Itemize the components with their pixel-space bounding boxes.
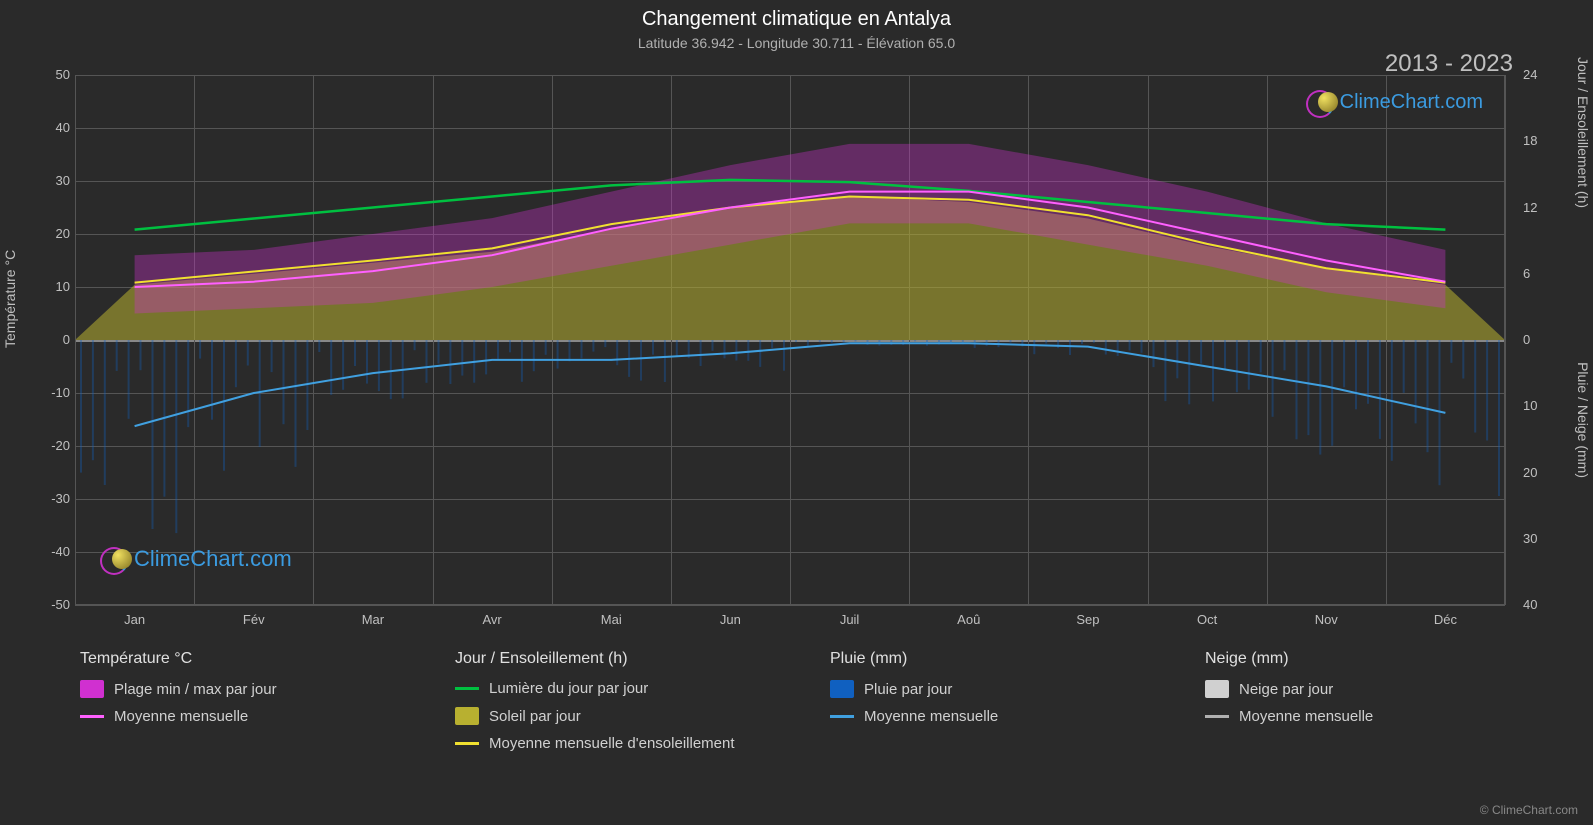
- legend-item-rain-daily: Pluie par jour: [830, 680, 1145, 698]
- legend-item-snow-daily: Neige par jour: [1205, 680, 1520, 698]
- swatch-snow-mean: [1205, 715, 1229, 718]
- legend-label: Moyenne mensuelle: [864, 708, 998, 725]
- legend-col-snow: Neige (mm) Neige par jour Moyenne mensue…: [1205, 650, 1520, 762]
- year-range-label: 2013 - 2023: [1385, 50, 1513, 78]
- legend: Température °C Plage min / max par jour …: [80, 650, 1520, 762]
- legend-col-temperature: Température °C Plage min / max par jour …: [80, 650, 395, 762]
- legend-label: Moyenne mensuelle: [114, 708, 248, 725]
- climate-chart: Changement climatique en Antalya Latitud…: [0, 0, 1593, 825]
- logo-icon: [100, 545, 128, 573]
- watermark-text: ClimeChart.com: [1340, 91, 1483, 114]
- legend-col-daylight: Jour / Ensoleillement (h) Lumière du jou…: [455, 650, 770, 762]
- swatch-temp-range: [80, 680, 104, 698]
- swatch-rain-mean: [830, 715, 854, 718]
- copyright-text: © ClimeChart.com: [1480, 803, 1578, 817]
- legend-col-rain: Pluie (mm) Pluie par jour Moyenne mensue…: [830, 650, 1145, 762]
- legend-label: Moyenne mensuelle: [1239, 708, 1373, 725]
- legend-label: Plage min / max par jour: [114, 681, 277, 698]
- y-axis-left-label: Température °C: [2, 250, 18, 348]
- swatch-daylight: [455, 687, 479, 690]
- legend-item-temp-mean: Moyenne mensuelle: [80, 708, 395, 725]
- y-axis-right-bottom-label: Pluie / Neige (mm): [1575, 362, 1591, 478]
- legend-item-daylight: Lumière du jour par jour: [455, 680, 770, 697]
- plot-border: [75, 75, 1505, 605]
- legend-label: Pluie par jour: [864, 681, 952, 698]
- legend-label: Soleil par jour: [489, 708, 581, 725]
- watermark-bottom: ClimeChart.com: [100, 545, 292, 573]
- legend-item-sun: Soleil par jour: [455, 707, 770, 725]
- legend-label: Neige par jour: [1239, 681, 1333, 698]
- legend-header: Température °C: [80, 650, 395, 668]
- chart-title: Changement climatique en Antalya: [0, 0, 1593, 31]
- legend-item-sun-mean: Moyenne mensuelle d'ensoleillement: [455, 735, 770, 752]
- swatch-temp-mean: [80, 715, 104, 718]
- y-axis-right-top-label: Jour / Ensoleillement (h): [1575, 57, 1591, 208]
- legend-item-snow-mean: Moyenne mensuelle: [1205, 708, 1520, 725]
- legend-item-temp-range: Plage min / max par jour: [80, 680, 395, 698]
- swatch-snow: [1205, 680, 1229, 698]
- legend-header: Jour / Ensoleillement (h): [455, 650, 770, 668]
- legend-label: Lumière du jour par jour: [489, 680, 648, 697]
- chart-subtitle: Latitude 36.942 - Longitude 30.711 - Élé…: [0, 31, 1593, 51]
- watermark-top: ClimeChart.com: [1306, 88, 1483, 116]
- swatch-sun: [455, 707, 479, 725]
- logo-icon: [1306, 88, 1334, 116]
- legend-label: Moyenne mensuelle d'ensoleillement: [489, 735, 735, 752]
- swatch-sun-mean: [455, 742, 479, 745]
- swatch-rain: [830, 680, 854, 698]
- legend-header: Neige (mm): [1205, 650, 1520, 668]
- watermark-text: ClimeChart.com: [134, 546, 292, 572]
- legend-header: Pluie (mm): [830, 650, 1145, 668]
- legend-item-rain-mean: Moyenne mensuelle: [830, 708, 1145, 725]
